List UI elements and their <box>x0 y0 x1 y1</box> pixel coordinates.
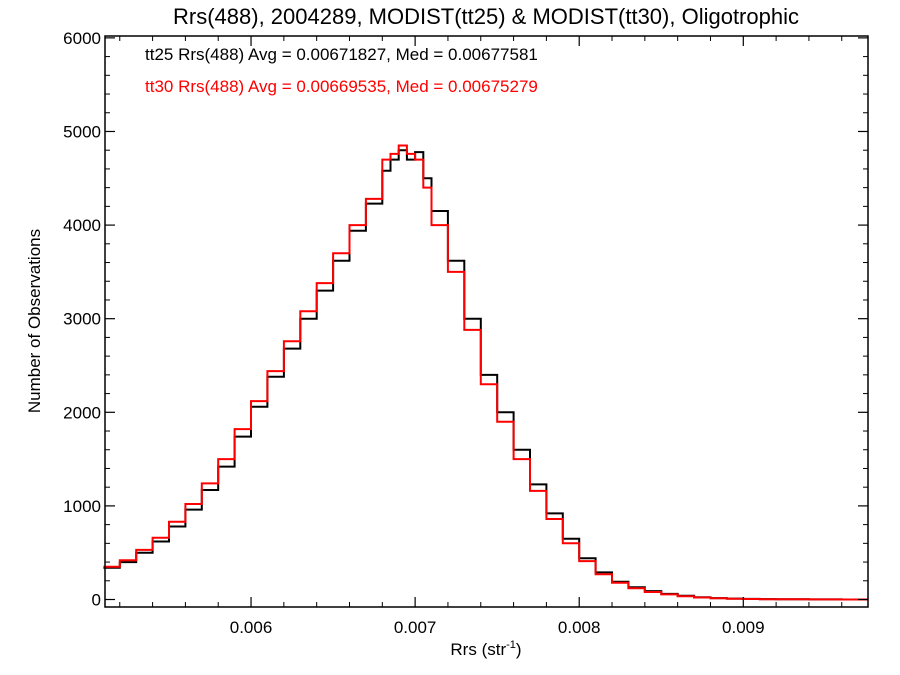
legend-entry-tt25: tt25 Rrs(488) Avg = 0.00671827, Med = 0.… <box>145 45 538 64</box>
series-line-tt30 <box>103 144 868 601</box>
y-axis-label: Number of Observations <box>25 229 44 413</box>
x-tick-label: 0.009 <box>722 618 765 637</box>
y-tick-label: 4000 <box>63 216 101 235</box>
legend: tt25 Rrs(488) Avg = 0.00671827, Med = 0.… <box>145 45 538 96</box>
y-tick-label: 1000 <box>63 497 101 516</box>
x-tick-label: 0.008 <box>558 618 601 637</box>
y-tick-label: 0 <box>92 591 101 610</box>
y-tick-label: 3000 <box>63 310 101 329</box>
series-layer <box>103 144 868 601</box>
x-tick-label: 0.006 <box>230 618 273 637</box>
plot-frame <box>104 35 869 608</box>
y-tick-label: 2000 <box>63 403 101 422</box>
x-axis-label: Rrs (str-1) <box>450 639 521 659</box>
series-line-tt25 <box>103 149 868 601</box>
y-tick-label: 6000 <box>63 29 101 48</box>
axis-ticks: 0.006 0.007 0.008 0.009 0 1000 2000 3000 4000 500… <box>63 29 868 637</box>
x-axis-label-superscript: -1 <box>506 639 516 651</box>
chart-title: Rrs(488), 2004289, MODIST(tt25) & MODIST… <box>173 4 799 29</box>
x-axis-label-close: ) <box>516 640 522 659</box>
y-tick-label: 5000 <box>63 122 101 141</box>
x-tick-label: 0.007 <box>394 618 437 637</box>
x-axis-label-text: Rrs (str <box>450 640 506 659</box>
legend-entry-tt30: tt30 Rrs(488) Avg = 0.00669535, Med = 0.… <box>145 77 538 96</box>
